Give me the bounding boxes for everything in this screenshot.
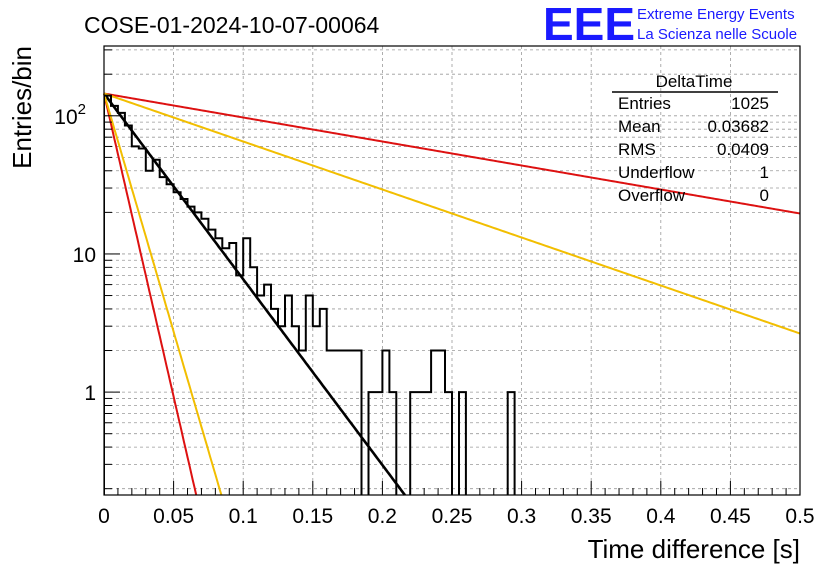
stats-label-mean: Mean — [618, 117, 661, 136]
y-tick-label: 10 — [73, 244, 96, 267]
stats-label-rms: RMS — [618, 140, 656, 159]
x-tick-label: 0.2 — [368, 505, 397, 528]
x-tick-label: 0.05 — [153, 505, 194, 528]
x-tick-label: 0.25 — [432, 505, 473, 528]
y-tick-label: 1 — [84, 382, 96, 405]
stats-label-underflow: Underflow — [618, 163, 695, 182]
y-axis-label: Entries/bin — [7, 46, 37, 169]
stats-value-overflow: 0 — [760, 186, 769, 205]
histogram — [104, 94, 523, 495]
y-tick-exponent: 2 — [78, 101, 86, 118]
stats-value-mean: 0.03682 — [708, 117, 769, 136]
axis-ticks: 0 0.05 0.1 0.15 0.2 0.25 0.3 0.35 0.4 0.45 0.51101… — [54, 49, 815, 528]
x-tick-label: 0.15 — [292, 505, 333, 528]
chart-title: COSE-01-2024-10-07-00064 — [84, 12, 380, 38]
fit-curve-3 — [103, 92, 801, 335]
histogram-steps — [104, 94, 523, 495]
x-tick-label: 0 — [98, 505, 110, 528]
x-tick-label: 0.4 — [646, 505, 676, 528]
logo-line-2: La Scienza nelle Scuole — [637, 26, 797, 43]
stats-box: DeltaTime Entries 1025 Mean 0.03682 RMS … — [612, 72, 778, 205]
stats-label-overflow: Overflow — [618, 186, 686, 205]
x-tick-label: 0.45 — [710, 505, 751, 528]
fit-curve-1 — [103, 92, 801, 215]
stats-value-rms: 0.0409 — [717, 140, 769, 159]
stats-value-entries: 1025 — [731, 94, 769, 113]
logo-line-1: Extreme Energy Events — [637, 6, 795, 23]
stats-title: DeltaTime — [656, 72, 733, 91]
fit-curve-4 — [103, 93, 223, 496]
y-tick-label: 102 — [54, 101, 86, 129]
x-tick-label: 0.3 — [507, 505, 536, 528]
x-tick-label: 0.5 — [785, 505, 814, 528]
stats-label-entries: Entries — [618, 94, 671, 113]
x-tick-label: 0.35 — [571, 505, 612, 528]
stats-value-underflow: 1 — [760, 163, 769, 182]
fit-curve-2 — [103, 93, 198, 496]
logo-mark: EEE — [543, 0, 635, 50]
x-tick-label: 0.1 — [229, 505, 258, 528]
x-axis-label: Time difference [s] — [588, 534, 800, 564]
eee-logo: EEE Extreme Energy Events La Scienza nel… — [543, 0, 797, 50]
